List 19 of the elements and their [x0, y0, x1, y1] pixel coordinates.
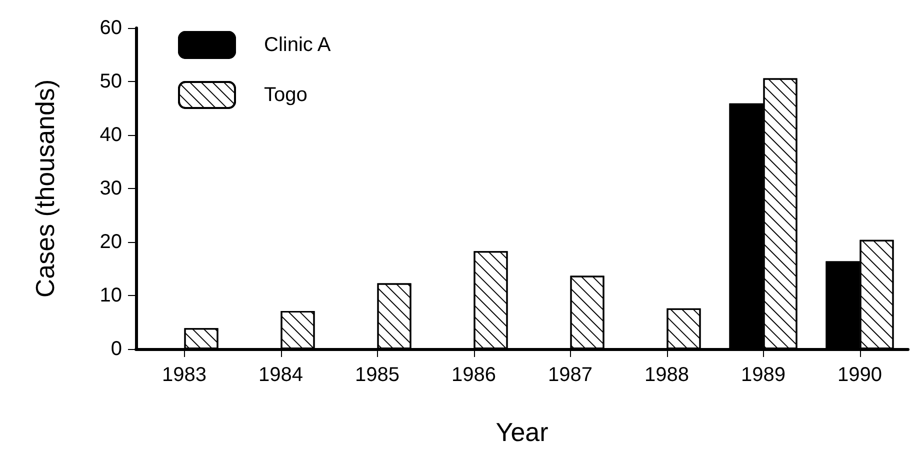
x-tick-label: 1983 [162, 364, 206, 386]
legend-label: Togo [264, 84, 308, 106]
legend-label: Clinic A [264, 34, 332, 56]
y-tick-label: 20 [100, 231, 122, 253]
y-tick-label: 10 [100, 284, 122, 306]
y-tick-label: 60 [100, 17, 122, 39]
x-tick-label: 1986 [452, 364, 496, 386]
x-tick-label: 1990 [838, 364, 882, 386]
y-tick-label: 50 [100, 70, 122, 92]
x-tick-label: 1984 [258, 364, 303, 386]
y-tick-label: 0 [110, 338, 122, 360]
y-axis-title: Cases (thousands) [30, 79, 60, 298]
y-tick-label: 30 [100, 178, 122, 200]
y-tick-label: 40 [100, 124, 122, 146]
x-tick-label: 1989 [741, 364, 786, 386]
x-tick-label: 1987 [548, 364, 592, 386]
x-axis-title: Year [496, 417, 549, 447]
x-tick-label: 1988 [644, 364, 689, 386]
x-tick-label: 1985 [355, 364, 400, 386]
